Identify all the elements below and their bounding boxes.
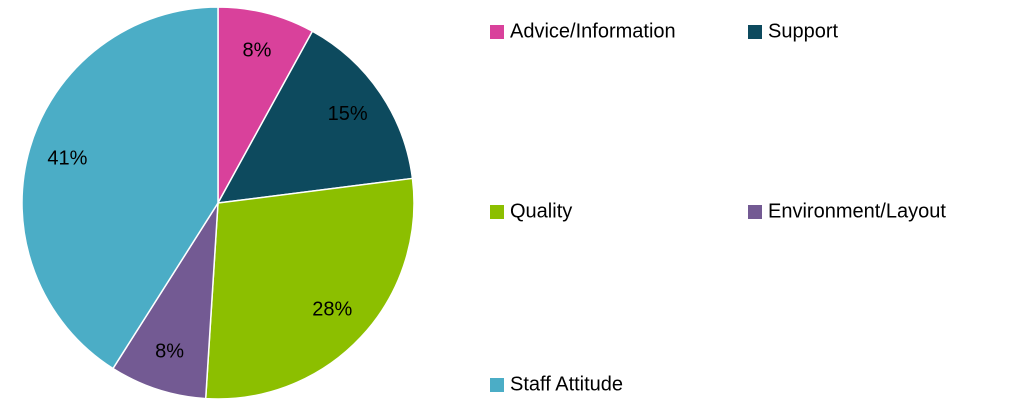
- pie-slice: [204, 177, 415, 400]
- data-label: 41%: [47, 148, 87, 170]
- data-label: 8%: [155, 340, 184, 362]
- legend-label: Environment/Layout: [768, 200, 946, 222]
- legend-swatch: [490, 25, 504, 39]
- legend-swatch: [490, 378, 504, 392]
- legend-swatch: [748, 25, 762, 39]
- legend-swatch: [748, 205, 762, 219]
- legend-label: Advice/Information: [510, 20, 676, 42]
- data-label: 15%: [328, 103, 368, 125]
- pie-slice: [217, 6, 314, 204]
- legend-label: Support: [768, 20, 838, 42]
- legend-label: Staff Attitude: [510, 373, 623, 395]
- pie-slice: [111, 202, 219, 400]
- pie-slice: [216, 30, 414, 204]
- legend-swatch: [490, 205, 504, 219]
- data-label: 28%: [312, 299, 352, 321]
- data-label: 8%: [243, 39, 272, 61]
- pie-slice: [21, 6, 219, 370]
- legend-label: Quality: [510, 200, 572, 222]
